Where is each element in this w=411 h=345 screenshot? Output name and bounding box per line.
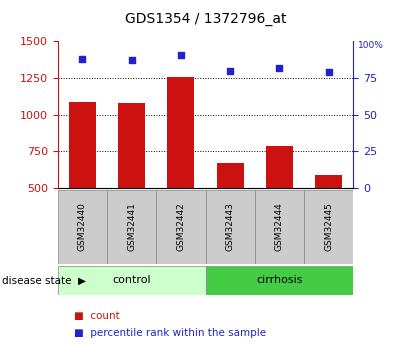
- Point: [178, 52, 184, 57]
- Bar: [156, 190, 206, 264]
- Bar: [315, 175, 342, 188]
- Point: [227, 68, 233, 73]
- Text: GSM32440: GSM32440: [78, 203, 87, 251]
- Bar: [206, 190, 255, 264]
- Bar: [107, 190, 156, 264]
- Text: control: control: [112, 275, 151, 285]
- Bar: [255, 190, 304, 264]
- Text: GSM32443: GSM32443: [226, 203, 235, 251]
- Bar: [58, 266, 206, 295]
- Text: GDS1354 / 1372796_at: GDS1354 / 1372796_at: [125, 12, 286, 26]
- Point: [79, 56, 85, 62]
- Bar: [304, 190, 353, 264]
- Text: ■  count: ■ count: [74, 311, 120, 321]
- Text: cirrhosis: cirrhosis: [256, 275, 303, 285]
- Bar: [167, 77, 194, 188]
- Point: [128, 58, 135, 63]
- Text: GSM32441: GSM32441: [127, 203, 136, 251]
- Bar: [217, 163, 244, 188]
- Bar: [118, 103, 145, 188]
- Text: GSM32442: GSM32442: [176, 203, 185, 251]
- Bar: [266, 146, 293, 188]
- Text: ■  percentile rank within the sample: ■ percentile rank within the sample: [74, 328, 266, 338]
- Point: [326, 69, 332, 75]
- Text: GSM32445: GSM32445: [324, 203, 333, 251]
- Text: 100%: 100%: [358, 41, 384, 50]
- Bar: [58, 190, 107, 264]
- Bar: [69, 101, 96, 188]
- Point: [276, 65, 283, 71]
- Bar: [206, 266, 353, 295]
- Text: GSM32444: GSM32444: [275, 203, 284, 251]
- Text: disease state  ▶: disease state ▶: [2, 275, 86, 285]
